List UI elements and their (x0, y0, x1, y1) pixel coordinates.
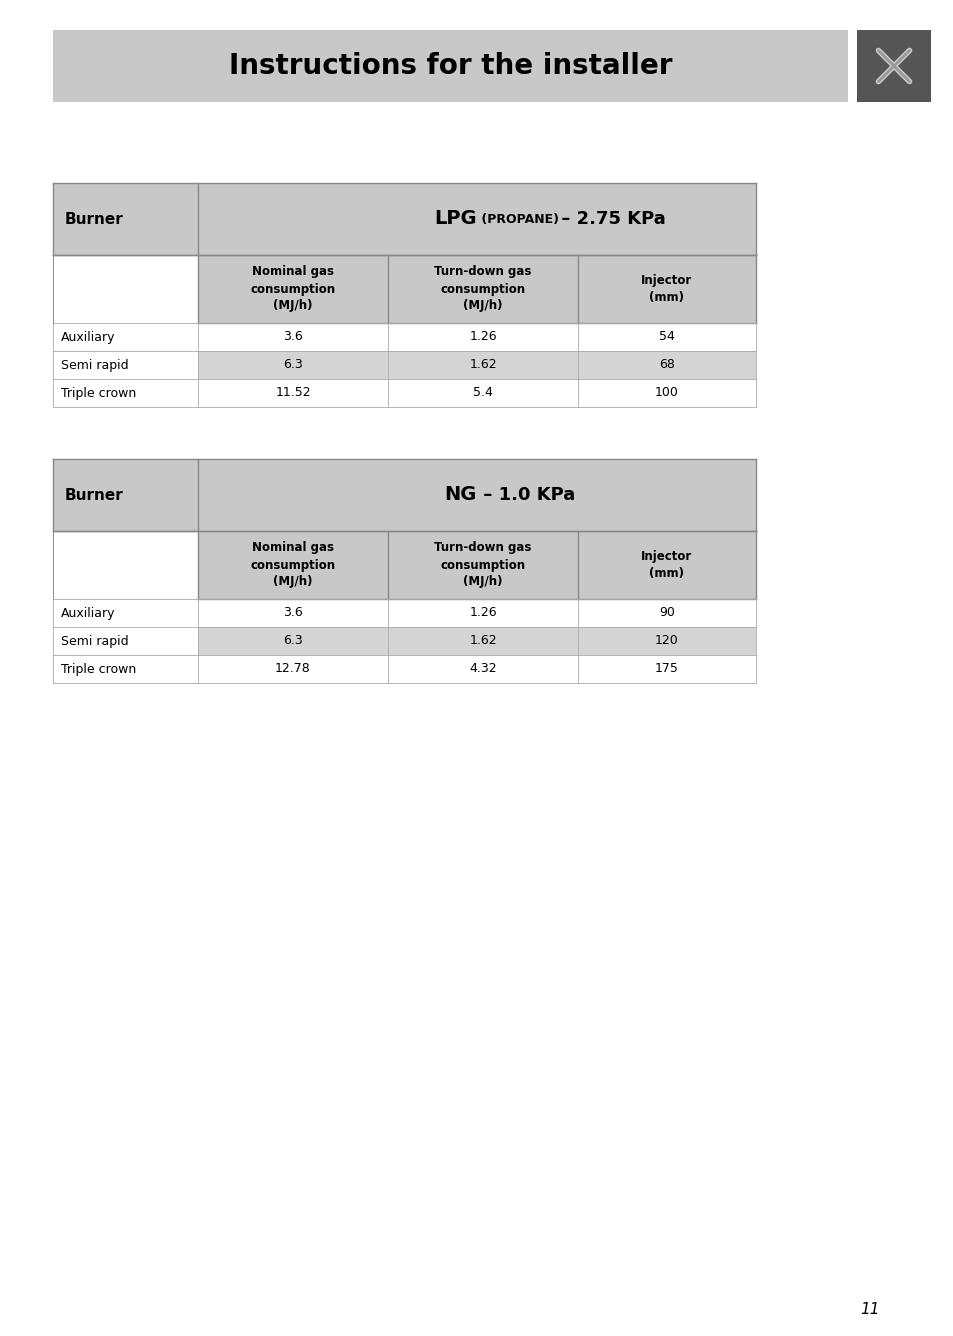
Text: Auxiliary: Auxiliary (61, 330, 115, 343)
Bar (198, 627, 388, 655)
Text: Instructions for the installer: Instructions for the installer (229, 52, 672, 80)
Text: Burner: Burner (65, 488, 124, 502)
Bar (53, 323, 198, 351)
Text: 6.3: 6.3 (283, 635, 302, 648)
Text: 1.62: 1.62 (469, 635, 497, 648)
Text: 175: 175 (655, 663, 679, 676)
Bar (198, 530, 388, 599)
Text: Auxiliary: Auxiliary (61, 607, 115, 620)
Bar (856, 29, 930, 102)
Bar (578, 379, 755, 407)
Text: Turn-down gas
consumption
(MJ/h): Turn-down gas consumption (MJ/h) (434, 266, 531, 313)
Text: Semi rapid: Semi rapid (61, 635, 129, 648)
Bar (53, 183, 198, 255)
Text: 68: 68 (659, 358, 674, 371)
Text: Nominal gas
consumption
(MJ/h): Nominal gas consumption (MJ/h) (251, 541, 335, 588)
Text: Semi rapid: Semi rapid (61, 358, 129, 371)
Text: 5.4: 5.4 (473, 386, 493, 399)
Text: 54: 54 (659, 330, 674, 343)
Bar (388, 351, 578, 379)
Text: Injector
(mm): Injector (mm) (640, 550, 692, 580)
Text: Triple crown: Triple crown (61, 386, 136, 399)
Text: NG: NG (444, 485, 476, 505)
Bar (578, 599, 755, 627)
Text: 4.32: 4.32 (469, 663, 497, 676)
Bar (388, 530, 578, 599)
Bar (53, 351, 198, 379)
Text: 120: 120 (655, 635, 679, 648)
Bar (53, 379, 198, 407)
Text: Burner: Burner (65, 211, 124, 227)
Text: 1.62: 1.62 (469, 358, 497, 371)
Bar (198, 655, 388, 683)
Text: Injector
(mm): Injector (mm) (640, 274, 692, 305)
Bar (198, 323, 388, 351)
Bar (53, 29, 847, 102)
Text: LPG: LPG (434, 210, 476, 228)
Bar (388, 379, 578, 407)
Bar (578, 255, 755, 323)
Bar (578, 530, 755, 599)
Text: Turn-down gas
consumption
(MJ/h): Turn-down gas consumption (MJ/h) (434, 541, 531, 588)
Text: 6.3: 6.3 (283, 358, 302, 371)
Bar (198, 460, 755, 530)
Bar (388, 255, 578, 323)
Bar (198, 599, 388, 627)
Bar (388, 323, 578, 351)
Text: Nominal gas
consumption
(MJ/h): Nominal gas consumption (MJ/h) (251, 266, 335, 313)
Text: Triple crown: Triple crown (61, 663, 136, 676)
Text: 12.78: 12.78 (274, 663, 311, 676)
Bar (198, 255, 388, 323)
Bar (53, 530, 198, 599)
Text: 90: 90 (659, 607, 674, 620)
Text: 1.26: 1.26 (469, 330, 497, 343)
Bar (53, 627, 198, 655)
Bar (198, 351, 388, 379)
Bar (53, 655, 198, 683)
Text: 3.6: 3.6 (283, 607, 302, 620)
Bar (53, 255, 198, 323)
Bar (388, 627, 578, 655)
Bar (578, 655, 755, 683)
Text: 11: 11 (860, 1303, 879, 1317)
Bar (53, 460, 198, 530)
Bar (388, 655, 578, 683)
Text: (PROPANE): (PROPANE) (476, 212, 558, 226)
Bar (53, 599, 198, 627)
Bar (388, 599, 578, 627)
Text: – 2.75 KPa: – 2.75 KPa (555, 210, 665, 228)
Bar (578, 351, 755, 379)
Text: – 1.0 KPa: – 1.0 KPa (476, 486, 575, 504)
Bar (198, 183, 755, 255)
Text: 100: 100 (655, 386, 679, 399)
Bar (578, 627, 755, 655)
Bar (578, 323, 755, 351)
Text: 11.52: 11.52 (274, 386, 311, 399)
Bar (198, 379, 388, 407)
Text: 3.6: 3.6 (283, 330, 302, 343)
Text: 1.26: 1.26 (469, 607, 497, 620)
